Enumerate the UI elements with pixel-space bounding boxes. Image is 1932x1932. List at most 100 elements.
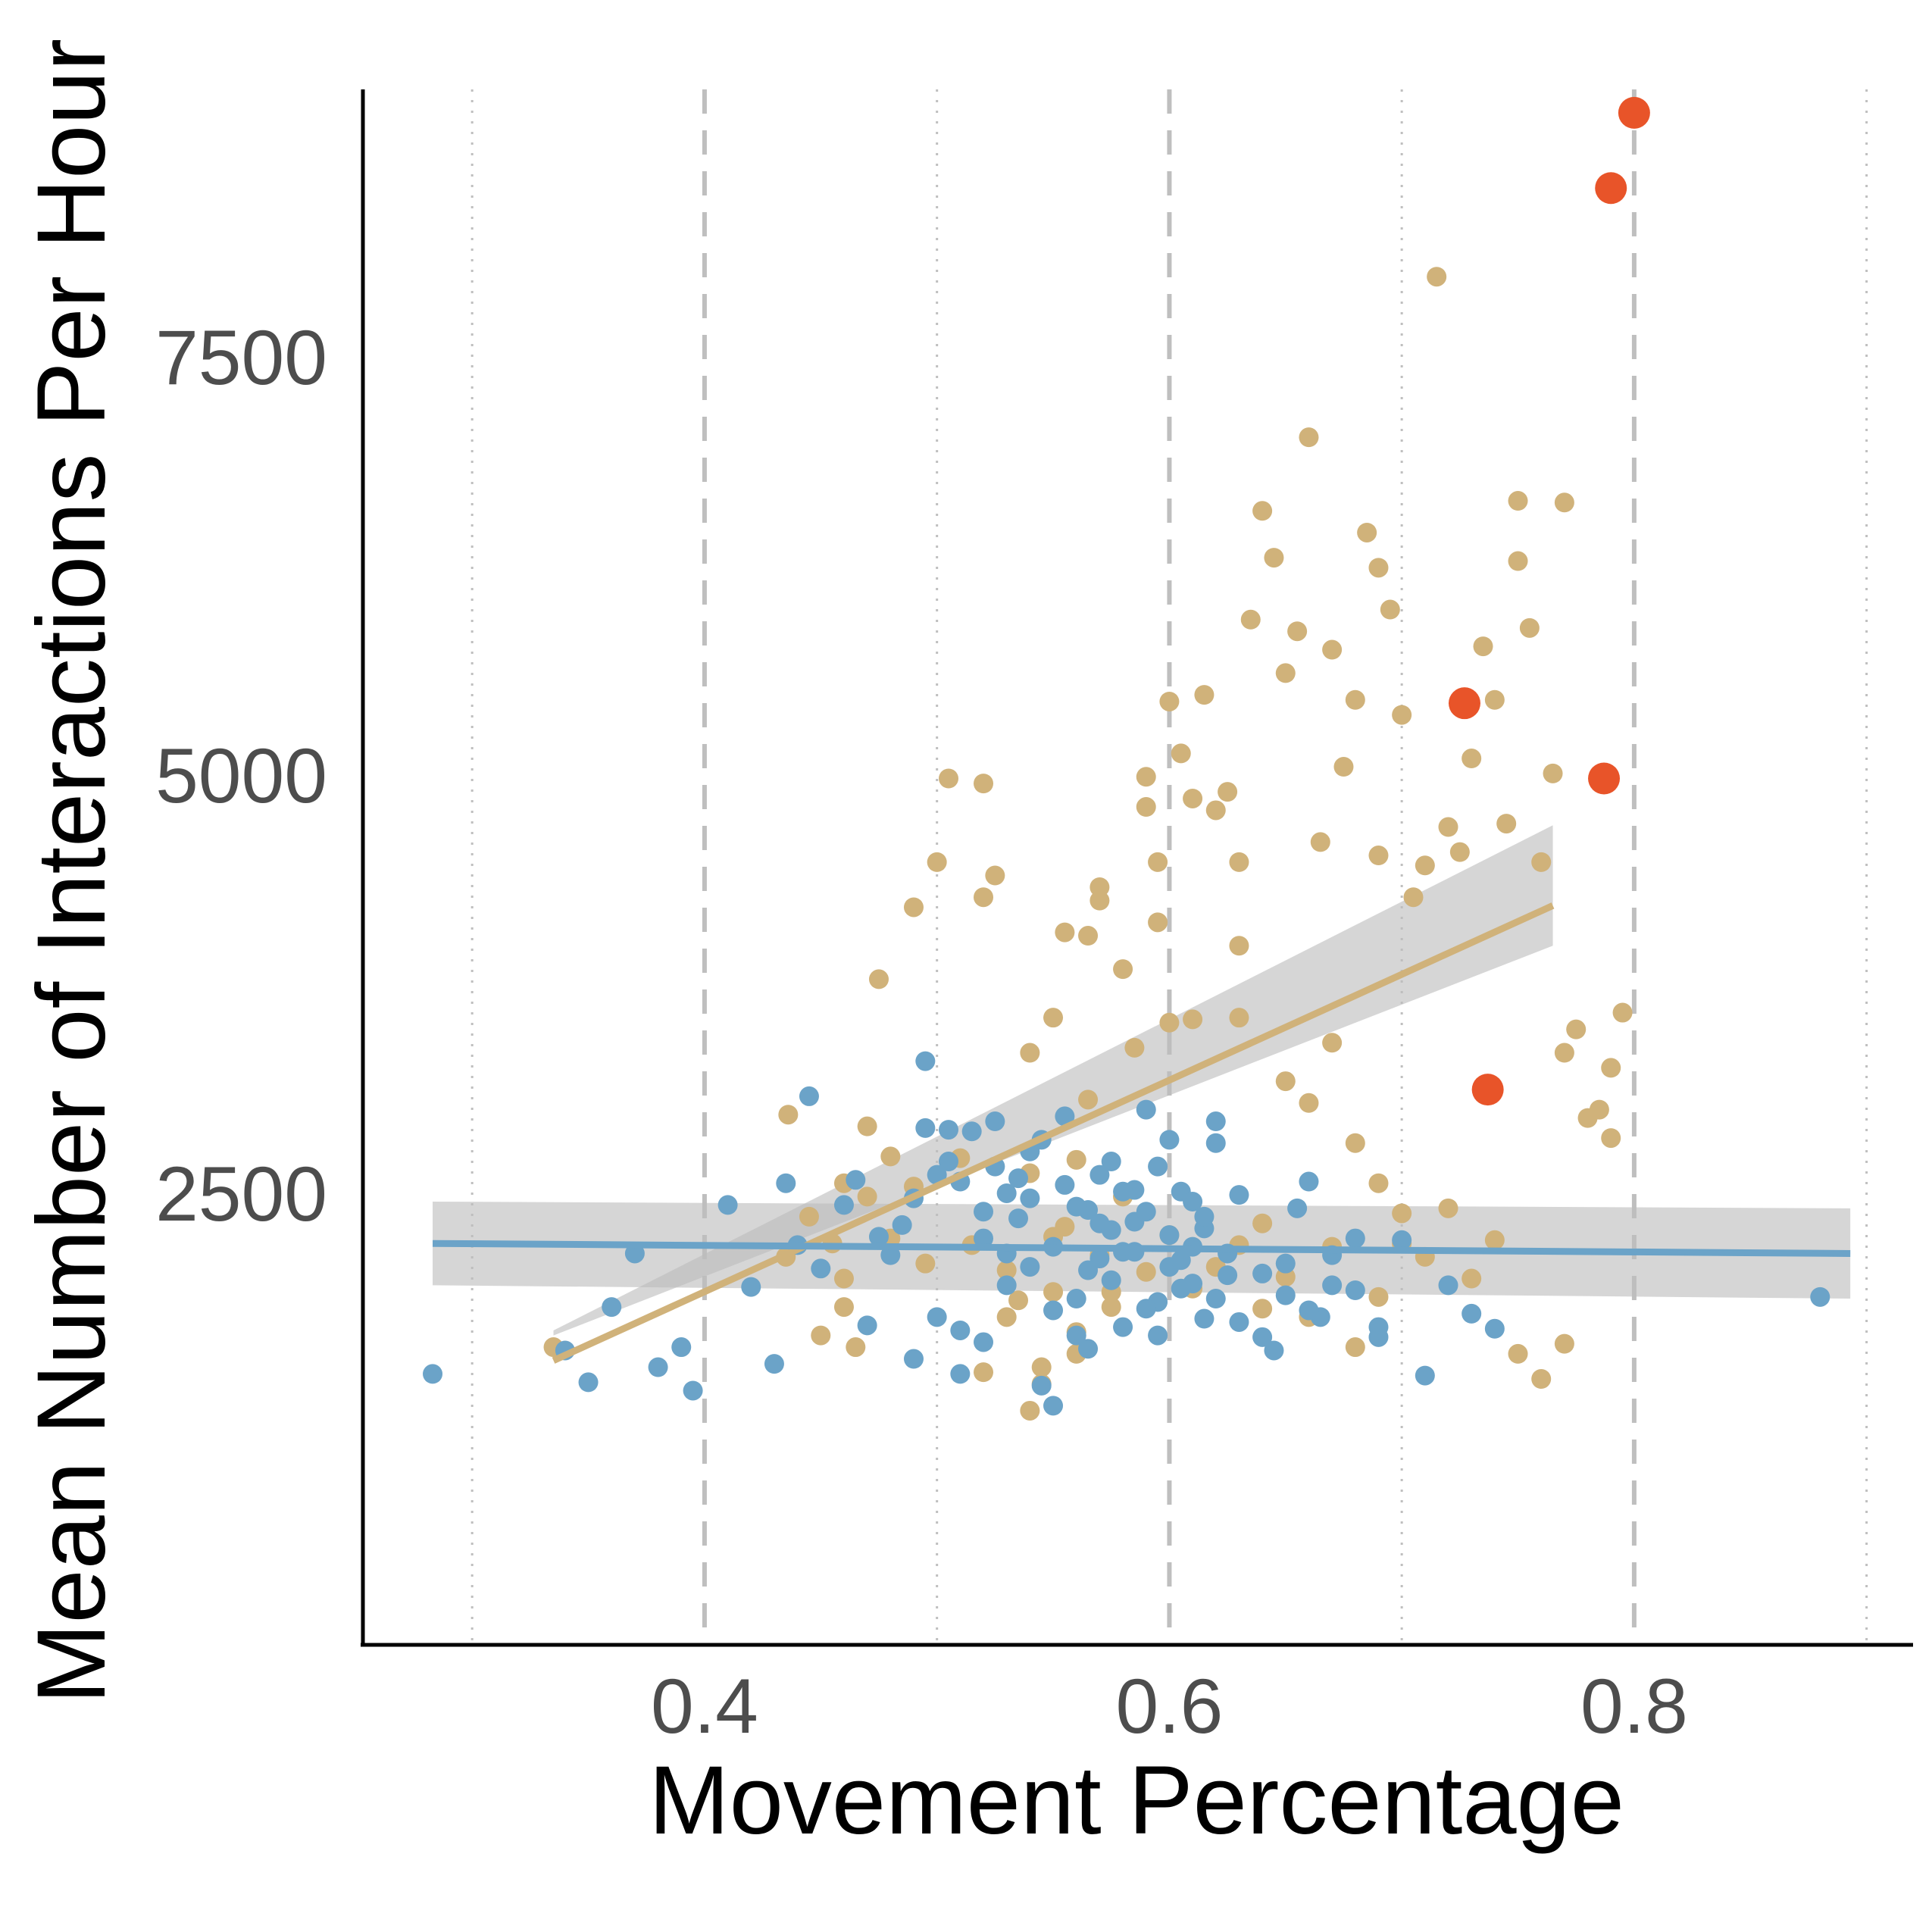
regression-line <box>552 902 1555 1364</box>
data-point <box>1299 1300 1319 1321</box>
data-point <box>1322 1033 1343 1053</box>
data-point <box>880 1146 901 1167</box>
data-point <box>1101 1220 1121 1240</box>
data-point <box>903 1349 924 1369</box>
data-point <box>1148 912 1168 933</box>
data-point <box>1618 96 1650 129</box>
data-point <box>1484 689 1505 710</box>
data-point <box>1403 887 1424 908</box>
data-point <box>717 1195 738 1215</box>
data-point <box>1531 852 1552 872</box>
data-point <box>1159 1130 1180 1150</box>
data-point <box>1368 1317 1389 1337</box>
data-point <box>1205 1133 1226 1153</box>
data-point <box>1066 1149 1086 1170</box>
data-point <box>857 1186 877 1207</box>
data-point <box>1252 501 1273 521</box>
confidence-bands <box>433 825 1851 1336</box>
x-tick-label: 0.6 <box>1116 1663 1224 1749</box>
data-point <box>1113 959 1133 980</box>
data-point <box>1101 1152 1121 1172</box>
data-point <box>833 1297 854 1318</box>
data-point <box>1462 1303 1482 1324</box>
data-point <box>915 1051 936 1071</box>
data-point <box>1601 1128 1621 1149</box>
data-point <box>1484 1230 1505 1250</box>
data-point <box>857 1116 877 1136</box>
data-point <box>1229 852 1249 872</box>
data-point <box>1345 1133 1365 1153</box>
data-point <box>1148 852 1168 872</box>
data-point <box>1229 1185 1249 1205</box>
data-point <box>1171 1278 1191 1299</box>
data-point <box>1171 743 1191 764</box>
data-point <box>996 1275 1017 1296</box>
data-point <box>671 1337 692 1358</box>
data-point <box>1183 1009 1203 1030</box>
data-point <box>857 1315 877 1336</box>
data-point <box>1287 1198 1308 1218</box>
data-point <box>1554 492 1574 513</box>
data-point <box>1008 1168 1029 1189</box>
data-point <box>1471 1074 1504 1106</box>
data-point <box>1020 1400 1040 1421</box>
data-point <box>1136 1299 1156 1319</box>
regression-line <box>432 1240 1851 1257</box>
data-point <box>1380 599 1400 620</box>
data-point <box>1322 1275 1343 1296</box>
grid-lines <box>470 89 1868 1645</box>
data-point <box>1113 1181 1133 1202</box>
data-point <box>1078 1089 1099 1110</box>
data-point <box>1055 922 1075 943</box>
data-point <box>1275 1071 1296 1092</box>
data-point <box>1462 1268 1482 1289</box>
data-point <box>683 1380 703 1401</box>
data-point <box>927 1165 947 1185</box>
data-point <box>833 1195 854 1215</box>
data-point <box>1194 1308 1215 1329</box>
data-point <box>1264 1340 1284 1361</box>
data-point <box>1392 1230 1412 1250</box>
data-point <box>1589 1099 1609 1120</box>
data-point <box>778 1105 799 1125</box>
data-point <box>1473 636 1493 657</box>
data-point <box>1066 1196 1086 1217</box>
data-point <box>1101 1270 1121 1290</box>
data-point <box>1205 1111 1226 1132</box>
data-point <box>764 1354 784 1374</box>
data-point <box>1322 639 1343 660</box>
x-axis-title: Movement Percentage <box>649 1746 1624 1855</box>
data-point <box>776 1173 796 1193</box>
data-point <box>1368 846 1389 866</box>
data-point <box>1427 267 1447 287</box>
data-point <box>1438 1275 1458 1296</box>
data-point <box>961 1121 982 1142</box>
data-point <box>974 1202 994 1222</box>
data-point <box>1183 1192 1203 1212</box>
data-point <box>1020 1188 1040 1208</box>
data-point <box>1345 1337 1365 1358</box>
data-point <box>1588 762 1621 795</box>
data-point <box>1543 763 1563 783</box>
data-point <box>1392 1203 1412 1224</box>
data-point <box>1240 609 1261 630</box>
data-point <box>1368 1286 1389 1307</box>
data-point <box>1159 1012 1180 1033</box>
data-point <box>1078 1339 1099 1359</box>
data-point <box>624 1243 645 1264</box>
data-point <box>892 1215 912 1235</box>
data-point <box>939 1120 959 1140</box>
data-point <box>1205 1289 1226 1309</box>
data-point <box>1066 1289 1086 1309</box>
data-point <box>996 1260 1017 1280</box>
data-point <box>915 1253 936 1274</box>
data-point <box>1519 617 1540 638</box>
x-tick-label: 0.8 <box>1580 1663 1688 1749</box>
data-point <box>1612 1002 1633 1023</box>
data-point <box>846 1170 866 1190</box>
data-point <box>1275 663 1296 683</box>
data-point <box>1508 491 1528 511</box>
data-point <box>1368 1173 1389 1193</box>
data-point <box>811 1325 831 1346</box>
